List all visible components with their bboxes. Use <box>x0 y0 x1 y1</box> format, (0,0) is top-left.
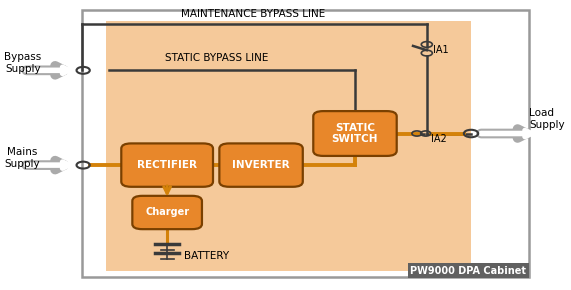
FancyBboxPatch shape <box>121 144 213 187</box>
FancyBboxPatch shape <box>82 10 529 277</box>
Text: Mains
Supply: Mains Supply <box>4 147 40 169</box>
FancyBboxPatch shape <box>219 144 303 187</box>
Text: PW9000 DPA Cabinet: PW9000 DPA Cabinet <box>411 266 526 276</box>
Text: Charger: Charger <box>145 208 189 218</box>
Text: BATTERY: BATTERY <box>184 251 229 261</box>
Text: IA1: IA1 <box>433 45 449 55</box>
Text: INVERTER: INVERTER <box>232 160 290 170</box>
Text: MAINTENANCE BYPASS LINE: MAINTENANCE BYPASS LINE <box>180 9 325 19</box>
Text: STATIC BYPASS LINE: STATIC BYPASS LINE <box>165 53 268 63</box>
Text: Load
Supply: Load Supply <box>529 108 565 130</box>
Text: RECTIFIER: RECTIFIER <box>137 160 197 170</box>
Text: STATIC
SWITCH: STATIC SWITCH <box>332 123 378 144</box>
Text: IA2: IA2 <box>431 134 447 144</box>
Text: Bypass
Supply: Bypass Supply <box>4 52 42 74</box>
FancyBboxPatch shape <box>132 196 202 229</box>
FancyBboxPatch shape <box>106 21 471 271</box>
FancyBboxPatch shape <box>313 111 397 156</box>
